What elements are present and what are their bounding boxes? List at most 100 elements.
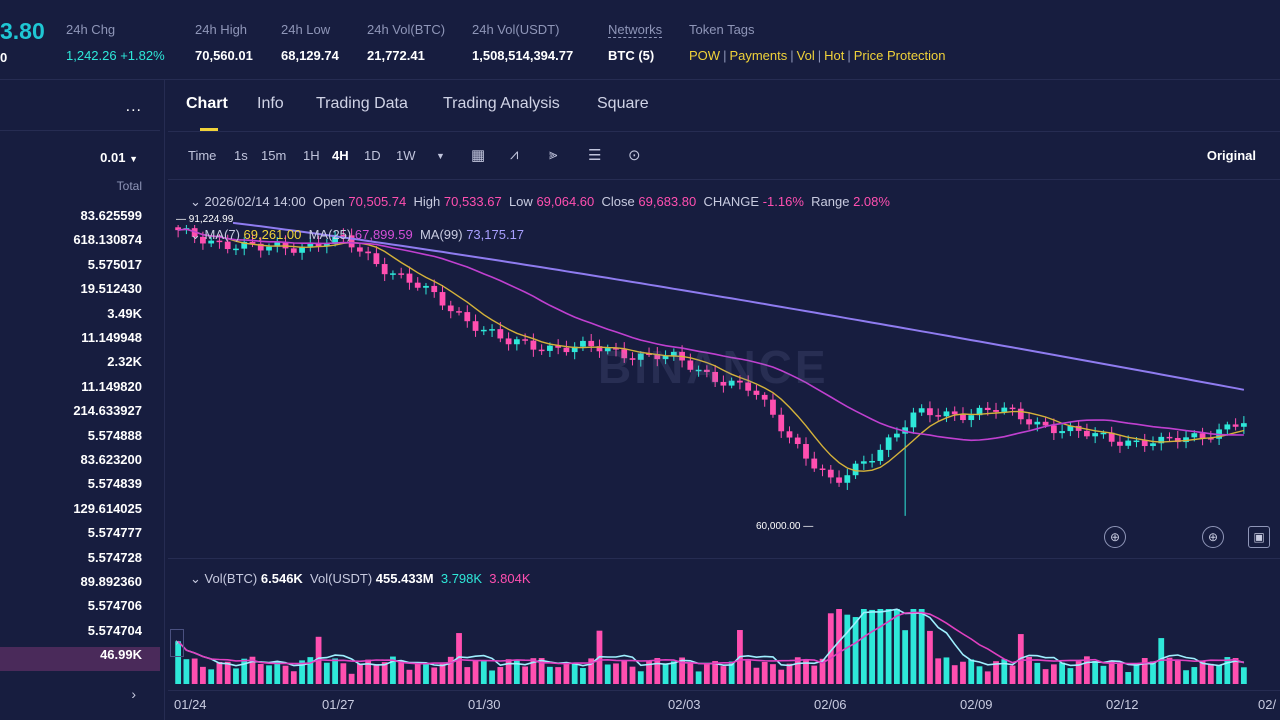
volume-bar: [770, 664, 776, 684]
order-book-row[interactable]: 5.574888: [87, 427, 142, 443]
order-book-row[interactable]: 11.149948: [81, 330, 142, 345]
interval-1s[interactable]: 1s: [234, 148, 248, 163]
candle-body: [456, 311, 462, 313]
candle-body: [571, 346, 578, 353]
screenshot-icon[interactable]: ▣: [1248, 526, 1270, 548]
interval-1w[interactable]: 1W: [396, 148, 416, 163]
order-book-row[interactable]: 5.574777: [87, 525, 142, 541]
tab-trading-analysis[interactable]: Trading Analysis: [443, 95, 560, 112]
order-book-row[interactable]: 5.574728: [87, 549, 142, 565]
order-book-row[interactable]: 11.149820: [81, 378, 142, 394]
candle-body: [720, 381, 727, 386]
order-book-row[interactable]: 83.625599: [80, 208, 142, 223]
tag-hot[interactable]: Hot: [824, 48, 845, 63]
networks-label[interactable]: Networks: [608, 22, 663, 38]
candle-body: [439, 292, 446, 306]
row-highlight: [0, 647, 160, 671]
order-book-row[interactable]: 5.574704: [87, 622, 142, 638]
order-book-row[interactable]: 19.512430: [80, 281, 142, 297]
candle-body: [654, 354, 661, 360]
candle-body: [976, 407, 983, 416]
x-tick-label: 02/06: [814, 697, 847, 712]
interval-1h[interactable]: 1H: [303, 148, 320, 163]
caret-down-icon[interactable]: ▼: [436, 151, 445, 161]
x-tick-label: 01/27: [322, 697, 355, 712]
interval-15m[interactable]: 15m: [261, 148, 287, 163]
collapse-chevron-icon[interactable]: ⌄: [190, 227, 201, 242]
stat-networks[interactable]: Networks BTC (5): [608, 22, 663, 63]
tag-price-protection[interactable]: Price Protection: [853, 48, 946, 63]
tag-payments[interactable]: Payments: [729, 48, 788, 63]
calendar-icon[interactable]: ▦: [471, 147, 486, 164]
order-book-row[interactable]: 129.614025: [73, 500, 142, 516]
candle-body: [266, 246, 272, 251]
volume-bar: [712, 661, 719, 684]
volume-bar: [588, 658, 595, 684]
candle-body: [588, 340, 595, 347]
tag-pow[interactable]: POW: [689, 48, 721, 63]
order-book-row[interactable]: 83.623200: [80, 452, 142, 467]
original-view-button[interactable]: Original: [1206, 148, 1256, 163]
volume-bar: [464, 667, 471, 684]
interval-1d[interactable]: 1D: [364, 148, 381, 163]
candle-body: [1199, 433, 1206, 439]
tab-square[interactable]: Square: [597, 95, 649, 112]
collapse-chevron-icon[interactable]: ⌄: [190, 194, 201, 209]
volume-bar: [604, 664, 611, 684]
globe-icon[interactable]: ⊕: [1202, 526, 1224, 548]
chart-type-icon[interactable]: ⫸: [549, 146, 558, 163]
order-book-row[interactable]: 5.574839: [87, 476, 142, 492]
total-column-header: Total: [116, 179, 142, 193]
candle-body: [860, 461, 867, 464]
tab-chart[interactable]: Chart: [186, 95, 228, 112]
volume-bar: [547, 666, 553, 684]
more-icon[interactable]: ...: [125, 98, 142, 115]
stat-value: 68,129.74: [281, 48, 339, 63]
tab-trading-data[interactable]: Trading Data: [316, 95, 408, 112]
volume-bar: [398, 660, 405, 684]
interval-4h[interactable]: 4H: [332, 148, 349, 163]
volume-bar: [563, 662, 570, 684]
chevron-right-icon[interactable]: ›: [131, 686, 136, 702]
order-book-row[interactable]: 618.130874: [73, 232, 142, 248]
order-book-row[interactable]: 5.574706: [87, 598, 142, 614]
volume-bar: [233, 668, 239, 684]
volume-chart[interactable]: ⌄ Vol(BTC) 6.546K Vol(USDT) 455.433M 3.7…: [168, 558, 1280, 690]
collapse-chevron-icon[interactable]: ⌄: [190, 571, 201, 586]
candle-body: [712, 371, 719, 382]
volume-bar: [1084, 656, 1090, 684]
indicator-icon[interactable]: ⩘: [510, 146, 519, 163]
open-label: Open: [312, 194, 345, 209]
price-chart[interactable]: BINANCE ⌄ 2026/02/14 14:00 Open 70,505.7…: [168, 180, 1280, 558]
order-book-row[interactable]: 46.99K: [100, 647, 142, 663]
tag-vol[interactable]: Vol: [796, 48, 815, 63]
volume-bar: [918, 609, 925, 684]
volume-bar: [1026, 656, 1032, 684]
candle-body: [1001, 407, 1008, 412]
globe-icon[interactable]: ⊕: [1104, 526, 1126, 548]
volume-bar: [910, 609, 917, 684]
volume-bar: [968, 659, 975, 684]
order-book-row[interactable]: 3.49K: [107, 305, 142, 321]
order-book-row[interactable]: 5.575017: [87, 256, 142, 272]
order-book-row[interactable]: 214.633927: [73, 403, 142, 419]
volume-bar: [580, 668, 586, 684]
close-value: 69,683.80: [638, 194, 697, 209]
candle-body: [505, 338, 512, 345]
expand-handle[interactable]: ›: [170, 629, 184, 657]
active-tab-indicator: [200, 128, 218, 131]
tab-info[interactable]: Info: [257, 95, 284, 112]
candle-body: [1232, 424, 1239, 427]
interval-time[interactable]: Time: [188, 148, 217, 163]
precision-select[interactable]: 0.01 ▼: [100, 150, 138, 165]
candle-body: [1166, 436, 1173, 439]
order-book-row[interactable]: 89.892360: [80, 574, 142, 589]
candle-body: [596, 346, 603, 352]
layout-icon[interactable]: ☰: [588, 147, 602, 164]
volume-bar: [1150, 661, 1156, 684]
order-book-row[interactable]: 2.32K: [107, 354, 142, 370]
x-tick-label: 02/12: [1106, 697, 1139, 712]
settings-icon[interactable]: ⊙: [628, 147, 641, 164]
candle-body: [984, 407, 991, 411]
candle-body: [811, 458, 818, 469]
